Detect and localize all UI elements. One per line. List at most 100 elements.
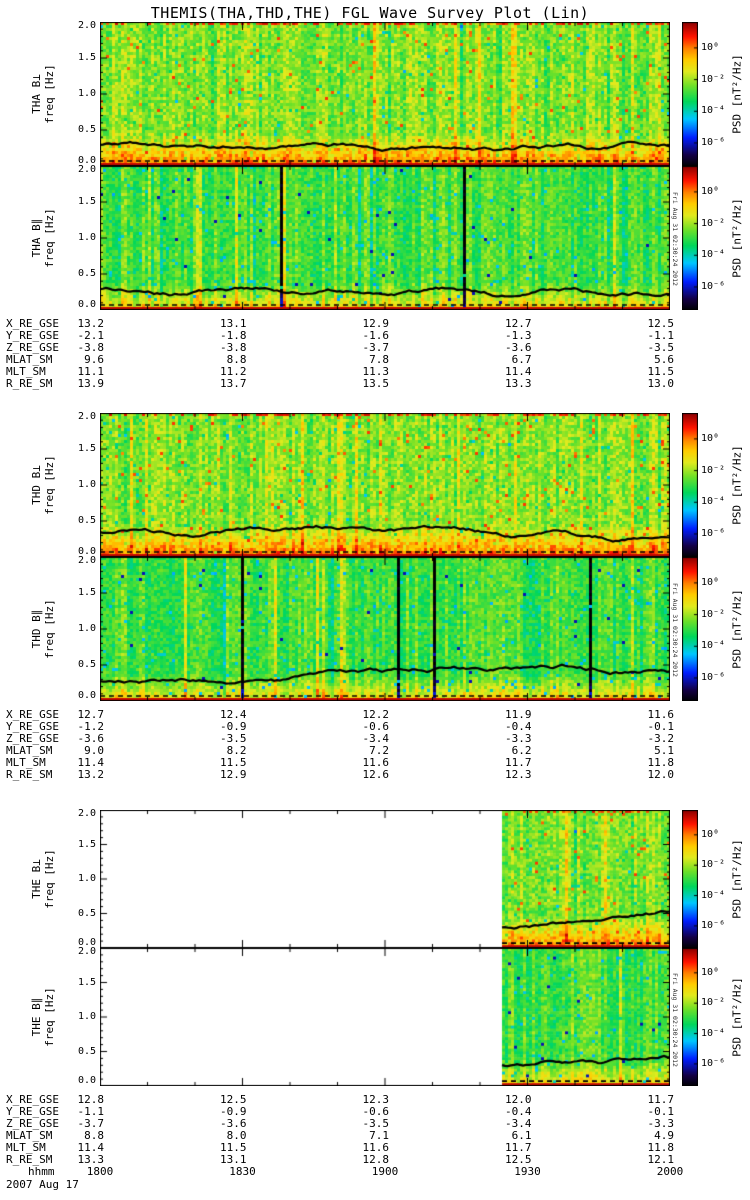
the-bperp-colorbar [682,810,698,948]
freq-tick-label: 0.0 [77,546,96,557]
ephemeris-value: 13.9 [77,377,105,390]
tha-bperp-colorbar [682,22,698,166]
ephemeris-value: 11.3 [362,365,390,378]
axis-label-freq: freq [Hz] [43,64,56,124]
ephemeris-value: 13.7 [220,377,247,390]
ephemeris-row-label: Z_RE_GSE [6,732,59,745]
ephemeris-value: -1.8 [220,329,247,342]
freq-tick-label: 1.0 [77,623,96,634]
ephemeris-row-label: Y_RE_GSE [6,1105,59,1118]
ephemeris-value: -0.1 [647,1105,675,1118]
axis-label-probe: THE B∥ [30,997,43,1037]
psd-tick-label: 10⁰ [701,966,720,978]
freq-tick-label: 0.5 [77,907,96,919]
psd-tick-label: 10⁰ [701,432,720,444]
ephemeris-row: R_RE_SM 13.9 13.7 13.5 13.3 13.0 [0,378,750,390]
thd-bpar-spectrogram-canvas [100,557,670,701]
tha-bpar-colorbar-title: PSD [nT²/Hz] [730,198,744,278]
ephemeris-row: MLAT_SM 9.6 8.8 7.8 6.7 5.6 [0,354,750,366]
ephemeris-value: -0.4 [505,720,532,733]
tha-bperp-spectrogram-canvas [100,22,670,166]
freq-tick-label: 1.5 [77,587,96,598]
the-bperp-spectrogram-canvas [100,810,670,948]
thd-bpar-colorbar-title: PSD [nT²/Hz] [730,589,744,669]
ephemeris-value: 12.6 [362,768,390,781]
plot-title: THEMIS(THA,THD,THE) FGL Wave Survey Plot… [150,4,590,22]
ephemeris-value: 12.7 [77,708,105,721]
ephemeris-value: 11.2 [220,365,247,378]
axis-label-freq: freq [Hz] [43,849,56,909]
freq-tick-label: 0.0 [77,937,96,948]
ephemeris-value: 13.1 [220,1153,247,1166]
ephemeris-value: 13.2 [77,768,105,781]
psd-tick-label: 10⁻⁴ [701,640,726,652]
ephemeris-value: 8.2 [226,744,247,757]
tha-bperp-axis-label: THA B⊥ freq [Hz] [30,64,56,124]
thd-bperp-colorbar [682,413,698,557]
the-ephemeris-table: X_RE_GSE 12.8 12.5 12.3 12.0 11.7 Y_RE_GSE -1.1… [0,1094,750,1166]
ephemeris-value: -0.6 [362,720,390,733]
freq-tick-label: 2.0 [77,20,96,31]
axis-label-freq: freq [Hz] [43,599,56,659]
freq-tick-label: 0.0 [77,299,96,310]
ephemeris-value: -1.3 [505,329,532,342]
ephemeris-value: -3.5 [362,1117,390,1130]
freq-tick-label: 1.5 [77,838,96,850]
ephemeris-value: 11.7 [505,756,532,769]
freq-tick-label: 0.0 [77,155,96,166]
ephemeris-value: 12.0 [647,768,675,781]
ephemeris-value: -3.4 [362,732,390,745]
time-tick-label: 1800 [86,1165,114,1178]
freq-tick-label: 0.5 [77,124,96,135]
ephemeris-value: 7.1 [369,1129,389,1142]
freq-tick-label: 0.5 [77,1045,96,1057]
psd-tick-label: 10⁻² [701,997,726,1009]
ephemeris-value: 11.6 [362,756,390,769]
ephemeris-value: 12.5 [220,1093,247,1106]
psd-tick-label: 10⁰ [701,41,720,53]
time-tick-label: 2000 [656,1165,684,1178]
ephemeris-value: 11.1 [77,365,105,378]
freq-tick-label: 0.5 [77,515,96,526]
thd-bpar-colorbar [682,557,698,701]
ephemeris-row: Y_RE_GSE -1.2 -0.9 -0.6 -0.4 -0.1 [0,721,750,733]
ephemeris-row: X_RE_GSE 12.8 12.5 12.3 12.0 11.7 [0,1094,750,1106]
ephemeris-value: -0.9 [220,1105,247,1118]
psd-tick-label: 10⁰ [701,828,720,840]
ephemeris-value: 11.5 [647,365,675,378]
freq-tick-label: 1.5 [77,52,96,63]
ephemeris-row: Z_RE_GSE -3.7 -3.6 -3.5 -3.4 -3.3 [0,1118,750,1130]
ephemeris-value: -0.1 [647,720,675,733]
ephemeris-value: -3.4 [505,1117,532,1130]
ephemeris-row-label: MLT_SM [6,365,46,378]
ephemeris-value: 13.0 [647,377,675,390]
ephemeris-value: 12.2 [362,708,390,721]
ephemeris-row-label: Z_RE_GSE [6,341,59,354]
ephemeris-value: 6.7 [511,353,532,366]
ephemeris-row: X_RE_GSE 12.7 12.4 12.2 11.9 11.6 [0,709,750,721]
ephemeris-value: 13.5 [362,377,390,390]
time-axis-row: hhmm 1800 1830 1900 1930 2000 [0,1166,750,1178]
ephemeris-value: -3.6 [77,732,105,745]
ephemeris-row: MLAT_SM 9.0 8.2 7.2 6.2 5.1 [0,745,750,757]
ephemeris-row: R_RE_SM 13.3 13.1 12.8 12.5 12.1 [0,1154,750,1166]
ephemeris-row: X_RE_GSE 13.2 13.1 12.9 12.7 12.5 [0,318,750,330]
ephemeris-value: 11.9 [505,708,532,721]
ephemeris-value: 7.2 [369,744,389,757]
axis-label-probe: THD B∥ [30,609,43,649]
tha-ephemeris-table: X_RE_GSE 13.2 13.1 12.9 12.7 12.5 Y_RE_GSE -2.1… [0,318,750,390]
psd-tick-label: 10⁰ [701,576,720,588]
ephemeris-row: MLT_SM 11.1 11.2 11.3 11.4 11.5 [0,366,750,378]
the-bpar-colorbar-title: PSD [nT²/Hz] [730,977,744,1057]
axis-label-probe: THA B∥ [30,218,43,258]
freq-tick-label: 2.0 [77,164,96,175]
tha-bpar-spectrogram-canvas [100,166,670,310]
ephemeris-value: 11.7 [505,1141,532,1154]
ephemeris-value: 13.1 [220,317,247,330]
ephemeris-value: 13.3 [505,377,532,390]
the-bpar-axis-label: THE B∥ freq [Hz] [30,987,56,1047]
ephemeris-value: 11.6 [362,1141,390,1154]
ephemeris-value: -2.1 [77,329,105,342]
ephemeris-value: -0.6 [362,1105,390,1118]
ephemeris-row-label: X_RE_GSE [6,1093,59,1106]
